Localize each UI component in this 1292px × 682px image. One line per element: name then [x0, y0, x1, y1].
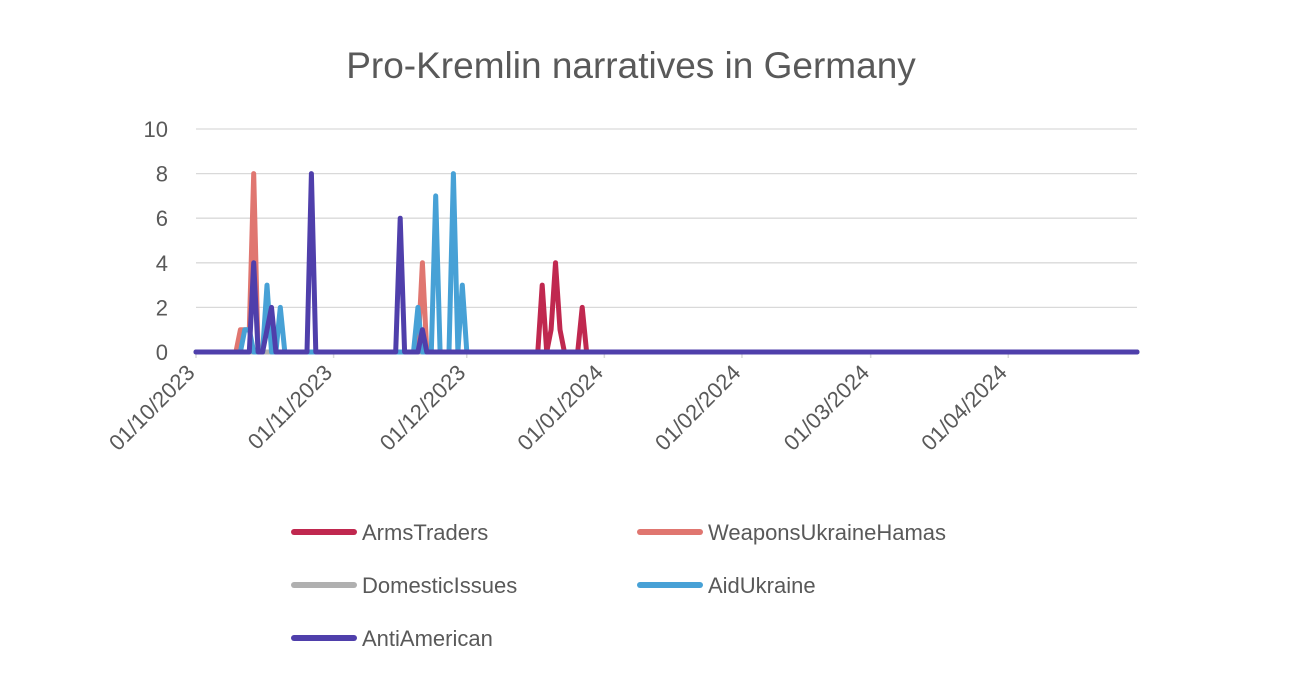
y-tick-label: 0: [156, 340, 168, 365]
gridlines: [196, 128, 1137, 353]
legend-label: WeaponsUkraineHamas: [708, 520, 946, 545]
x-tick-label: 01/03/2024: [779, 360, 875, 456]
series-line-ArmsTraders: [193, 260, 1140, 355]
y-tick-label: 2: [156, 295, 168, 320]
y-tick-label: 6: [156, 206, 168, 231]
x-axis-ticks: 01/10/2023 01/11/2023 01/12/2023 01/01/2024…: [104, 352, 1012, 455]
x-tick-label: 01/04/2024: [916, 360, 1012, 456]
legend-label: AidUkraine: [708, 573, 816, 598]
x-tick-label: 01/12/2023: [375, 360, 471, 456]
y-tick-label: 10: [144, 117, 168, 142]
y-tick-label: 4: [156, 251, 168, 276]
x-tick-label: 01/01/2024: [512, 360, 608, 456]
legend-label: ArmsTraders: [362, 520, 488, 545]
x-tick-label: 01/10/2023: [104, 360, 200, 456]
x-tick-label: 01/02/2024: [650, 360, 746, 456]
chart-title: Pro-Kremlin narratives in Germany: [346, 45, 916, 86]
legend-label: DomesticIssues: [362, 573, 517, 598]
legend-label: AntiAmerican: [362, 626, 493, 651]
series-line-AntiAmerican: [193, 171, 1140, 355]
series-lines: [193, 171, 1140, 355]
y-tick-label: 8: [156, 162, 168, 187]
y-axis-ticks: 0 2 4 6 8 10: [144, 117, 168, 365]
legend: ArmsTraders WeaponsUkraineHamas DomesticIs…: [291, 520, 946, 651]
x-tick-label: 01/11/2023: [243, 360, 337, 454]
